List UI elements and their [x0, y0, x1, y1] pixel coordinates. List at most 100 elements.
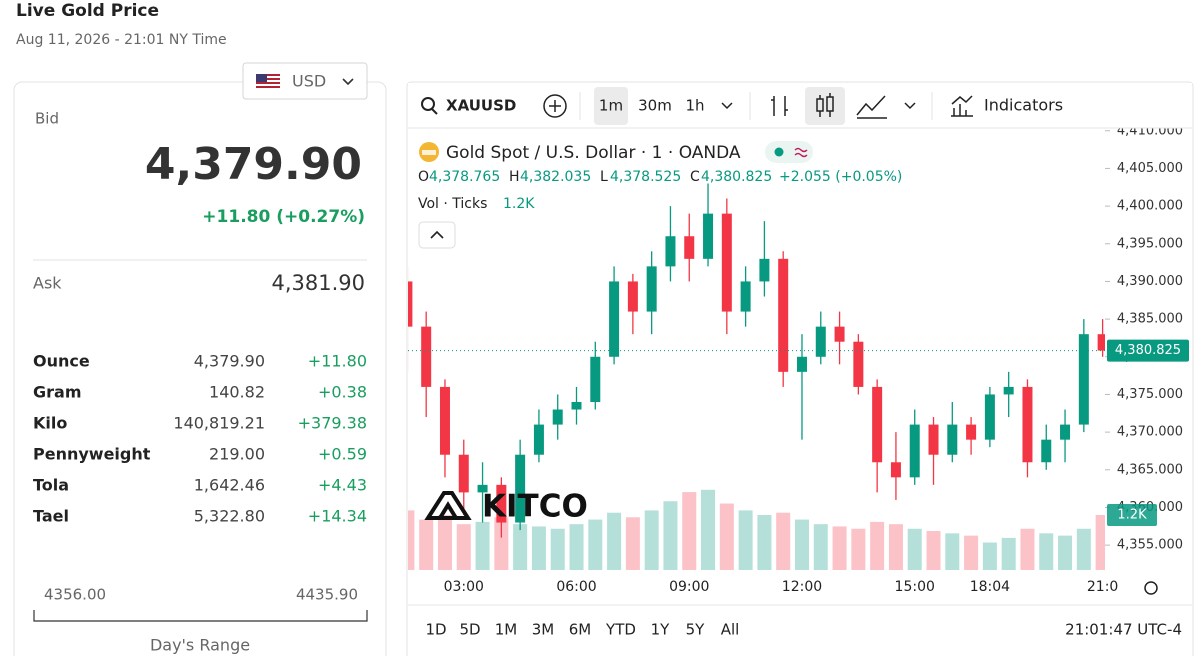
candle-body — [590, 356, 601, 402]
y-tick-label: 4,390.000 — [1117, 274, 1183, 289]
candle-body — [609, 281, 620, 357]
range-low: 4356.00 — [44, 586, 106, 604]
volume-title: Vol · Ticks — [418, 196, 487, 212]
settings-icon[interactable] — [1144, 581, 1158, 595]
unit-price: 5,322.80 — [194, 507, 265, 526]
ohlc-item: H — [509, 169, 520, 185]
volume-bar — [1020, 528, 1035, 570]
y-tick-label: 4,395.000 — [1117, 236, 1183, 251]
y-tick-label: 4,370.000 — [1117, 425, 1183, 440]
volume-bar — [437, 515, 452, 570]
ohlc-legend: O 4,378.765 H 4,382.035 L 4,378.525 C 4,380.825… — [418, 169, 902, 185]
period-button[interactable]: All — [721, 621, 740, 639]
range-label: Day's Range — [150, 636, 250, 655]
candle-body — [458, 454, 469, 493]
flag — [256, 74, 280, 89]
volume-bar — [926, 531, 941, 570]
timestamp: Aug 11, 2026 - 21:01 NY Time — [16, 32, 227, 48]
candle-body — [627, 281, 638, 312]
volume-bar — [832, 526, 847, 570]
period-button[interactable]: 1D — [425, 621, 446, 639]
period-button[interactable]: YTD — [605, 621, 636, 639]
candle-body — [1003, 386, 1014, 395]
last-volume-tag — [1107, 504, 1157, 526]
candle-body — [408, 281, 413, 327]
candle-body — [1097, 334, 1105, 351]
range-high: 4435.90 — [296, 586, 358, 604]
candles-icon — [816, 98, 824, 112]
ask-price: 4,381.90 — [271, 271, 365, 295]
unit-price: 4,379.90 — [194, 352, 265, 371]
price-card — [13, 81, 387, 656]
currency[interactable]: USD — [292, 72, 326, 91]
candle-body — [966, 424, 977, 440]
indicators[interactable]: Indicators — [984, 96, 1063, 115]
indicators-icon[interactable] — [951, 95, 973, 117]
volume-bar — [644, 510, 659, 570]
y-tick-label: 4,365.000 — [1117, 462, 1183, 477]
candle-body — [646, 266, 657, 312]
volume-bar — [888, 524, 903, 570]
ohlc-item: 4,378.765 — [429, 169, 500, 185]
unit-change: +11.80 — [308, 352, 367, 371]
area-icon[interactable] — [856, 95, 887, 119]
volume-bar — [719, 503, 734, 570]
candle-body — [928, 424, 939, 455]
status-dot — [774, 147, 784, 157]
period-button[interactable]: 5Y — [686, 621, 706, 639]
status-pill — [765, 141, 813, 163]
volume-bar — [625, 517, 640, 570]
currency-select[interactable] — [242, 62, 368, 100]
interval[interactable]: 1m — [599, 97, 623, 115]
period-button[interactable]: 6M — [569, 621, 592, 639]
bars-icon[interactable] — [771, 96, 788, 116]
candle-body — [740, 281, 751, 312]
chevron[interactable] — [721, 102, 733, 110]
add-symbol[interactable] — [543, 94, 567, 118]
candle-body — [834, 326, 845, 342]
period-button[interactable]: 1M — [495, 621, 518, 639]
collapse-icon — [430, 230, 444, 239]
collapse-button[interactable] — [418, 221, 456, 249]
candle-body — [872, 386, 883, 463]
chevron[interactable] — [904, 102, 916, 110]
volume-bar — [408, 510, 415, 570]
search-icon[interactable] — [421, 97, 435, 111]
x-tick-label: 06:00 — [556, 579, 596, 595]
period-button[interactable]: 3M — [532, 621, 555, 639]
unit-table: Ounce 4,379.90 +11.80 Gram 140.82 +0.38 Kilo 14… — [33, 352, 367, 526]
unit-change: +0.38 — [318, 383, 367, 402]
volume-bar — [682, 492, 697, 570]
unit-price: 140,819.21 — [173, 414, 265, 433]
volume-bar — [964, 535, 979, 570]
y-tick-label: 4,375.000 — [1117, 387, 1183, 402]
unit-price: 1,642.46 — [194, 476, 265, 495]
candles-active — [805, 87, 845, 125]
period-button[interactable]: 5D — [459, 621, 480, 639]
ohlc-item: 4,380.825 — [701, 169, 772, 185]
unit-name: Ounce — [33, 352, 90, 371]
candle-body — [1022, 386, 1033, 463]
candle-body — [853, 341, 864, 387]
candle-body — [947, 424, 958, 455]
x-tick-label: 09:00 — [669, 579, 709, 595]
y-tick-label: 4,355.000 — [1117, 538, 1183, 553]
volume-bar — [531, 526, 546, 570]
interval[interactable]: 1h — [685, 97, 704, 115]
add-symbol — [549, 100, 561, 112]
unit-name: Kilo — [33, 414, 67, 433]
interval[interactable]: 30m — [638, 97, 672, 115]
volume-bar — [550, 528, 565, 570]
volume-bar — [794, 519, 809, 570]
period-button[interactable]: 1Y — [651, 621, 671, 639]
candle-body — [477, 484, 488, 493]
x-tick-label: 15:00 — [895, 579, 935, 595]
candle-body — [890, 462, 901, 478]
candle-body — [1078, 334, 1089, 425]
volume-bar — [776, 512, 791, 570]
volume-bar — [982, 542, 997, 570]
volume-bar — [607, 512, 622, 570]
symbol[interactable]: XAUUSD — [446, 97, 516, 115]
unit-change: +0.59 — [318, 445, 367, 464]
